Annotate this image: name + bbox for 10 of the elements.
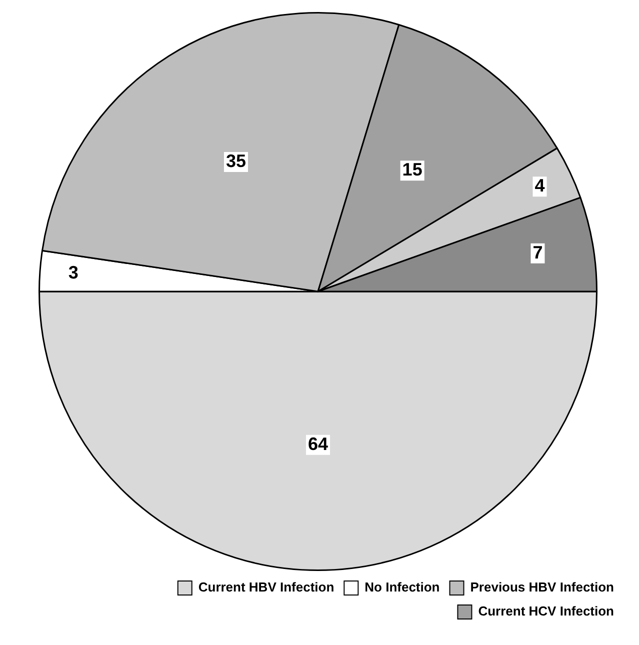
data-label: 35 xyxy=(226,150,246,171)
legend-label: Current HBV Infection xyxy=(198,580,334,595)
data-label: 7 xyxy=(532,242,543,262)
legend-label: Previous HBV Infection xyxy=(470,580,614,595)
legend-label: Current HCV Infection xyxy=(478,604,614,619)
data-label: 4 xyxy=(534,176,545,196)
data-label: 64 xyxy=(308,434,328,454)
data-label: 3 xyxy=(68,262,78,282)
data-label: 15 xyxy=(402,160,422,180)
legend-label: No Infection xyxy=(364,580,440,595)
